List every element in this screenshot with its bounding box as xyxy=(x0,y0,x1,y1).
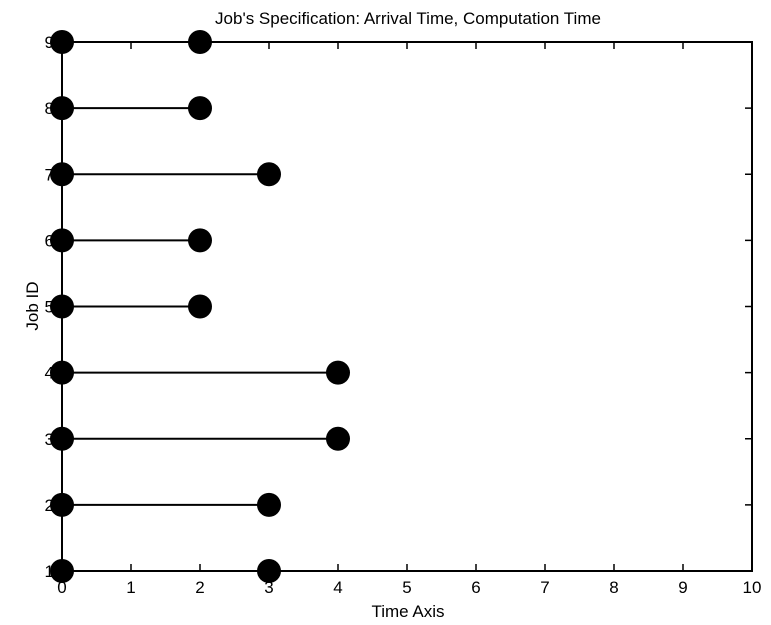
job-2-arrival-marker xyxy=(50,492,74,517)
job-2-computation-marker xyxy=(257,492,281,517)
x-tick-label: 3 xyxy=(264,578,273,597)
job-9-computation-marker xyxy=(188,30,212,54)
job-3-arrival-marker xyxy=(50,426,74,451)
y-tick-label: 4 xyxy=(45,364,54,383)
y-tick-label: 6 xyxy=(45,231,54,250)
x-tick-label: 4 xyxy=(333,578,342,597)
job-5-arrival-marker xyxy=(50,294,74,319)
y-tick-label: 7 xyxy=(45,165,54,184)
chart-title: Job's Specification: Arrival Time, Compu… xyxy=(215,9,601,28)
y-tick-label: 8 xyxy=(45,99,54,118)
x-tick-label: 7 xyxy=(540,578,549,597)
x-tick-label: 6 xyxy=(471,578,480,597)
job-1-computation-marker xyxy=(257,559,281,583)
x-tick-label: 0 xyxy=(57,578,66,597)
job-7-arrival-marker xyxy=(50,162,74,187)
y-tick-label: 1 xyxy=(45,562,54,581)
job-7-computation-marker xyxy=(257,162,281,187)
job-6-computation-marker xyxy=(188,228,212,253)
job-1-arrival-marker xyxy=(50,559,74,583)
job-3-computation-marker xyxy=(326,426,350,451)
x-tick-label: 10 xyxy=(743,578,762,597)
x-tick-label: 2 xyxy=(195,578,204,597)
y-axis-label: Job ID xyxy=(23,281,42,330)
y-tick-label: 3 xyxy=(45,430,54,449)
job-8-computation-marker xyxy=(188,96,212,121)
x-axis-label: Time Axis xyxy=(371,602,444,621)
x-tick-label: 8 xyxy=(609,578,618,597)
y-tick-label: 2 xyxy=(45,496,54,515)
x-tick-label: 9 xyxy=(678,578,687,597)
y-tick-label: 5 xyxy=(45,298,54,317)
job-4-arrival-marker xyxy=(50,360,74,385)
y-tick-label: 9 xyxy=(45,33,54,52)
job-9-arrival-marker xyxy=(50,30,74,54)
x-tick-label: 1 xyxy=(126,578,135,597)
job-4-computation-marker xyxy=(326,360,350,385)
job-8-arrival-marker xyxy=(50,96,74,121)
job-6-arrival-marker xyxy=(50,228,74,253)
x-tick-label: 5 xyxy=(402,578,411,597)
job-5-computation-marker xyxy=(188,294,212,319)
